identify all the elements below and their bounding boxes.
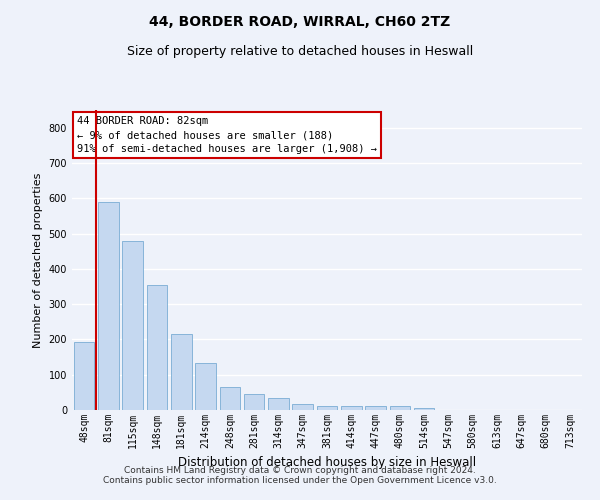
Bar (122, 240, 143, 410)
Bar (146, 284, 167, 410)
Bar (365, 406, 386, 410)
Text: 44 BORDER ROAD: 82sqm
← 9% of detached houses are smaller (188)
91% of semi-deta: 44 BORDER ROAD: 82sqm ← 9% of detached h… (77, 116, 377, 154)
Bar (414, 408, 434, 410)
Y-axis label: Number of detached properties: Number of detached properties (33, 172, 43, 348)
Bar (317, 406, 337, 410)
Bar (171, 334, 191, 410)
Bar (98, 202, 119, 410)
Bar (292, 404, 313, 410)
Bar (244, 394, 265, 410)
Text: Size of property relative to detached houses in Heswall: Size of property relative to detached ho… (127, 45, 473, 58)
Bar (341, 406, 362, 410)
Bar (389, 406, 410, 410)
Text: 44, BORDER ROAD, WIRRAL, CH60 2TZ: 44, BORDER ROAD, WIRRAL, CH60 2TZ (149, 15, 451, 29)
Bar (220, 387, 240, 410)
Text: Contains HM Land Registry data © Crown copyright and database right 2024.
Contai: Contains HM Land Registry data © Crown c… (103, 466, 497, 485)
Bar (74, 342, 94, 410)
X-axis label: Distribution of detached houses by size in Heswall: Distribution of detached houses by size … (178, 456, 476, 469)
Bar (195, 363, 216, 410)
Bar (268, 398, 289, 410)
